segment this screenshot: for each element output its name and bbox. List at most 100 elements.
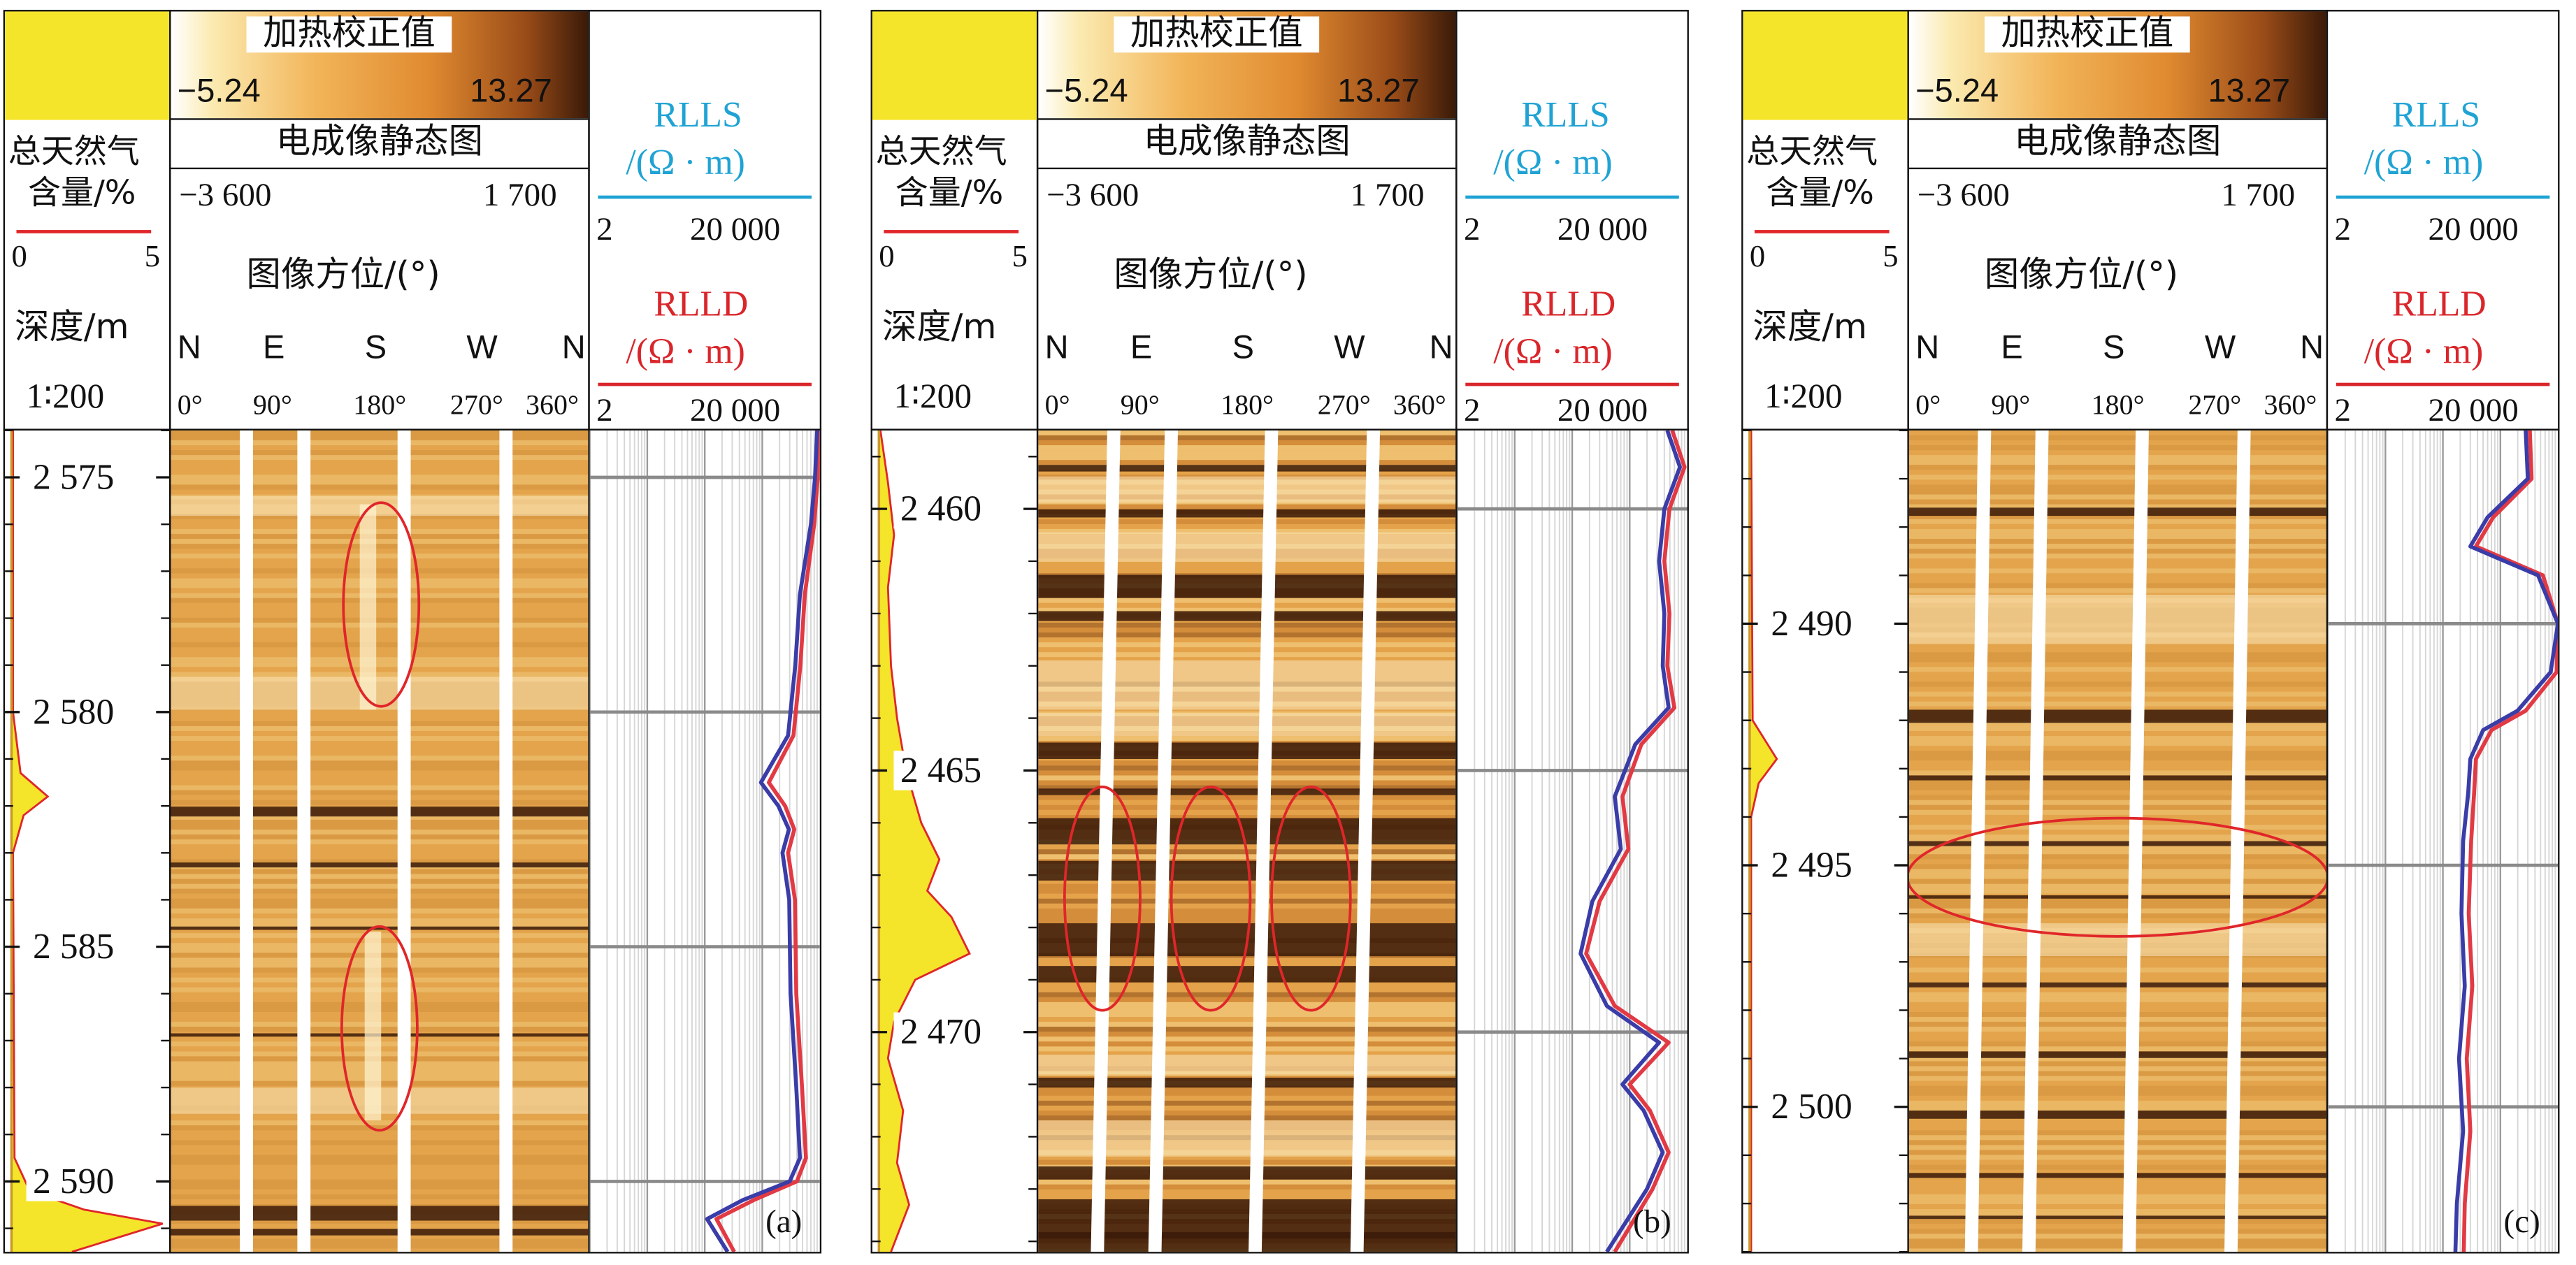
compass-w: W [1334,330,1365,367]
image-texture [1038,1022,1456,1027]
static-title-divider [171,167,589,171]
image-texture [1908,819,2326,825]
depth-scale: 1∶200 [1764,376,1843,416]
dark-layer [1908,1051,2326,1058]
image-texture [1908,795,2326,800]
image-texture [1038,780,1456,786]
heat-colorbar-title: 加热校正值 [246,15,452,53]
image-texture [1908,1006,2326,1012]
image-texture [1908,1125,2326,1131]
image-texture [1038,652,1456,658]
image-texture [1908,785,2326,790]
image-texture [171,785,589,790]
resistivity-track [588,428,822,1254]
borehole-image [1908,430,2326,1252]
rlls-axis-max: 20 000 [690,212,781,248]
image-texture [171,519,589,524]
panel-label: (a) [765,1203,803,1241]
image-texture [171,1135,589,1141]
image-texture [1038,1027,1456,1032]
image-texture [1908,874,2326,879]
image-texture [1038,1090,1456,1096]
image-texture [171,1174,589,1180]
gas-title-line-2: 含量/% [27,172,136,212]
image-texture [1908,681,2326,687]
pad-gap [499,430,513,1252]
rlld-legend-line [2336,382,2550,386]
image-texture [1908,804,2326,810]
image-texture [1908,696,2326,702]
image-texture [171,672,589,677]
image-texture [171,538,589,544]
image-texture [1038,1111,1456,1116]
image-texture [1908,1189,2326,1194]
image-texture [171,1248,589,1252]
image-texture [1908,568,2326,574]
image-texture [171,514,589,519]
gas-curve [1750,430,1778,1252]
azimuth-title: 图像方位/(°) [246,254,440,294]
image-texture [1038,637,1456,643]
gas-color-swatch [5,11,170,120]
image-texture [1038,430,1456,435]
image-texture [171,573,589,579]
heat-colorbar-divider [1908,118,2326,121]
image-texture [171,435,589,440]
gas-area [11,430,163,1252]
image-texture [171,721,589,726]
pad-gap [1249,430,1279,1252]
image-texture [1908,1080,2326,1086]
image-texture [1038,647,1456,653]
image-texture [171,460,589,465]
image-texture [1908,1027,2326,1032]
compass-n: N [1044,330,1069,367]
compass-e: E [2001,330,2023,367]
resistivity-curve-plot [1457,430,1688,1252]
image-texture [1908,528,2326,534]
degree-label: 0° [1915,389,1941,421]
fracture-trace [359,504,377,710]
image-texture [1908,1203,2326,1210]
image-texture [1908,514,2326,519]
image-texture [1038,1184,1456,1190]
gas-title-line-1: 总天然气 [1746,131,1878,171]
image-texture [171,1145,589,1150]
image-texture [1038,632,1456,638]
image-texture [171,780,589,786]
image-texture [1908,883,2326,889]
heat-colorbar-min: −5.24 [177,73,261,110]
image-texture [171,470,589,475]
image-texture [1908,898,2326,904]
gas-title-line-2: 含量/% [1766,172,1874,212]
image-texture [171,756,589,761]
image-texture [171,642,589,648]
static-axis-max: 1 700 [2221,177,2296,214]
dark-layer [1038,742,1456,759]
image-texture [1038,795,1456,800]
image-texture [1908,701,2326,707]
image-texture [171,903,589,909]
image-texture [1908,1090,2326,1096]
image-texture [1908,672,2326,677]
image-texture [171,1140,589,1145]
image-texture [1908,913,2326,918]
image-texture [1038,1002,1456,1007]
image-texture [1908,849,2326,855]
degree-label: 360° [1393,389,1446,421]
rlls-axis-min: 2 [2334,212,2351,248]
depth-tick-label: 2 470 [900,1012,981,1052]
image-texture [1038,888,1456,894]
image-texture [171,440,589,446]
image-texture [1908,642,2326,648]
highlight-ellipse [1063,786,1142,1012]
dark-layer [1038,574,1456,598]
rlld-unit: /(Ω · m) [2363,330,2484,372]
image-texture [171,667,589,672]
image-texture [1038,450,1456,456]
static-axis-min: −3 600 [1917,177,2010,214]
pad-gap [397,430,411,1252]
image-texture [1908,888,2326,894]
image-texture [1908,830,2326,835]
image-texture [171,1184,589,1190]
image-texture [171,533,589,539]
